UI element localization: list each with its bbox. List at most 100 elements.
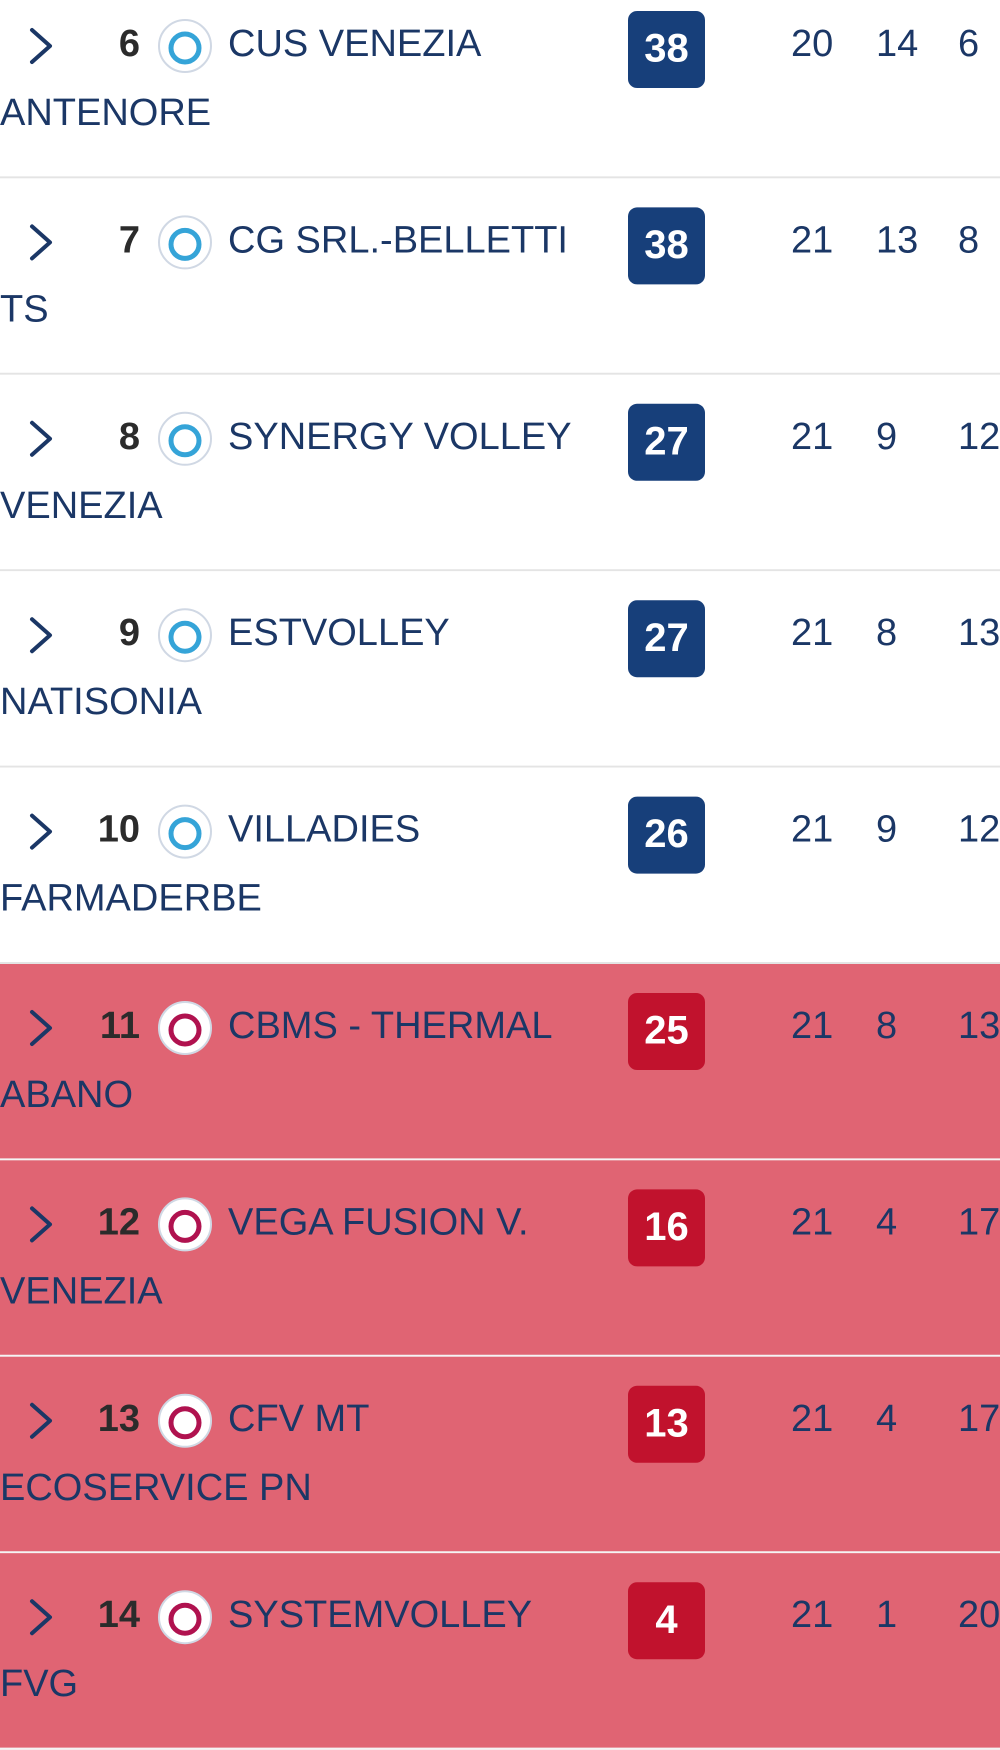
rank: 10 — [98, 809, 140, 851]
team-name: VENEZIA — [0, 485, 163, 527]
team-name: SYNERGY VOLLEY — [228, 416, 572, 458]
stat: 9 — [876, 809, 897, 851]
team-name: TS — [0, 288, 49, 330]
stat: 21 — [791, 1005, 833, 1047]
logo-circle — [158, 608, 212, 663]
points-badge — [628, 11, 705, 88]
logo-circle — [158, 1001, 212, 1055]
expand-chevron[interactable] — [30, 28, 52, 64]
expand-chevron[interactable] — [30, 617, 52, 654]
logo-circle — [158, 19, 212, 73]
rank: 13 — [98, 1398, 140, 1440]
stat: 1 — [876, 1594, 897, 1636]
row-background — [0, 1160, 1000, 1357]
stat: 12 — [958, 809, 1000, 851]
stat: 21 — [791, 1594, 833, 1636]
logo-mark — [168, 1209, 202, 1243]
stat: 14 — [876, 23, 918, 65]
points: 16 — [644, 1205, 689, 1249]
logo-mark — [168, 1013, 202, 1047]
logo-circle — [158, 1590, 212, 1645]
expand-chevron[interactable] — [30, 1599, 52, 1636]
team-name: ESTVOLLEY — [228, 612, 450, 654]
stat: 21 — [791, 1398, 833, 1440]
stat: 21 — [791, 809, 833, 851]
stat: 20 — [791, 23, 833, 65]
team-name: CBMS - THERMAL — [228, 1005, 552, 1047]
rank: 11 — [100, 1005, 140, 1047]
stat: 6 — [958, 23, 979, 65]
rank: 14 — [98, 1594, 140, 1636]
logo-mark — [168, 817, 202, 851]
stat: 4 — [876, 1398, 897, 1440]
stat: 21 — [791, 219, 833, 261]
rank: 12 — [98, 1201, 140, 1243]
points: 13 — [644, 1401, 689, 1445]
team-row[interactable]: 7 CG SRL.-BELLETTI TS 38 21 13 8 — [0, 178, 1000, 375]
logo-circle — [158, 411, 212, 466]
team-name: ANTENORE — [0, 92, 211, 134]
points-badge — [628, 403, 705, 481]
row-background — [0, 767, 1000, 964]
team-row[interactable]: 12 VEGA FUSION V. VENEZIA 16 21 4 17 — [0, 1160, 1000, 1357]
expand-chevron[interactable] — [30, 1402, 52, 1439]
rank: 7 — [119, 219, 140, 261]
logo-mark — [168, 31, 202, 65]
team-name: ECOSERVICE PN — [0, 1467, 312, 1509]
expand-chevron[interactable] — [30, 420, 52, 457]
row-background — [0, 374, 1000, 572]
points-badge — [628, 993, 705, 1070]
stat: 17 — [958, 1201, 1000, 1243]
logo-mark — [168, 424, 202, 458]
rank: 6 — [119, 23, 140, 65]
team-row[interactable]: 14 SYSTEMVOLLEY FVG 4 21 1 20 — [0, 1553, 1000, 1750]
row-background — [0, 0, 1000, 179]
points: 38 — [644, 27, 689, 71]
row-background — [0, 1553, 1000, 1750]
stat: 9 — [876, 416, 897, 458]
points-badge — [628, 1582, 705, 1660]
points-badge — [628, 1385, 705, 1463]
team-row[interactable]: 6 CUS VENEZIA ANTENORE 38 20 14 6 — [0, 0, 1000, 179]
team-name: VENEZIA — [0, 1270, 163, 1312]
team-row[interactable]: 9 ESTVOLLEY NATISONIA 27 21 8 13 — [0, 571, 1000, 768]
logo-mark — [168, 227, 202, 261]
team-logo — [158, 411, 212, 466]
stat: 13 — [958, 1005, 1000, 1047]
points-badge — [628, 1189, 705, 1267]
stat: 21 — [791, 612, 833, 654]
team-row[interactable]: 11 CBMS - THERMAL ABANO 25 21 8 13 — [0, 964, 1000, 1161]
team-row[interactable]: 13 CFV MT ECOSERVICE PN 13 21 4 17 — [0, 1356, 1000, 1554]
team-name: NATISONIA — [0, 681, 203, 723]
points: 27 — [644, 419, 689, 463]
stat: 13 — [958, 612, 1000, 654]
team-row[interactable]: 10 VILLADIES FARMADERBE 26 21 9 12 — [0, 767, 1000, 964]
logo-circle — [158, 1393, 212, 1448]
team-name: FARMADERBE — [0, 878, 262, 920]
stat: 12 — [958, 416, 1000, 458]
stat: 17 — [958, 1398, 1000, 1440]
team-name: CG SRL.-BELLETTI — [228, 219, 568, 261]
stat: 20 — [958, 1594, 1000, 1636]
team-row[interactable]: 8 SYNERGY VOLLEY VENEZIA 27 21 9 12 — [0, 374, 1000, 572]
row-background — [0, 571, 1000, 768]
expand-chevron[interactable] — [30, 1206, 52, 1243]
expand-chevron[interactable] — [30, 224, 52, 261]
team-logo — [158, 804, 212, 859]
expand-chevron[interactable] — [30, 813, 52, 850]
stat: 21 — [791, 416, 833, 458]
points: 4 — [655, 1598, 678, 1642]
team-name: VILLADIES — [228, 809, 420, 851]
stat: 4 — [876, 1201, 897, 1243]
logo-circle — [158, 804, 212, 859]
team-name: CUS VENEZIA — [228, 23, 482, 65]
stat: 21 — [791, 1201, 833, 1243]
points-badge — [628, 796, 705, 874]
expand-chevron[interactable] — [30, 1010, 52, 1046]
stat: 8 — [876, 1005, 897, 1047]
team-logo — [158, 1001, 212, 1055]
logo-circle — [158, 1197, 212, 1252]
points: 25 — [644, 1009, 689, 1053]
rank: 8 — [119, 416, 140, 458]
